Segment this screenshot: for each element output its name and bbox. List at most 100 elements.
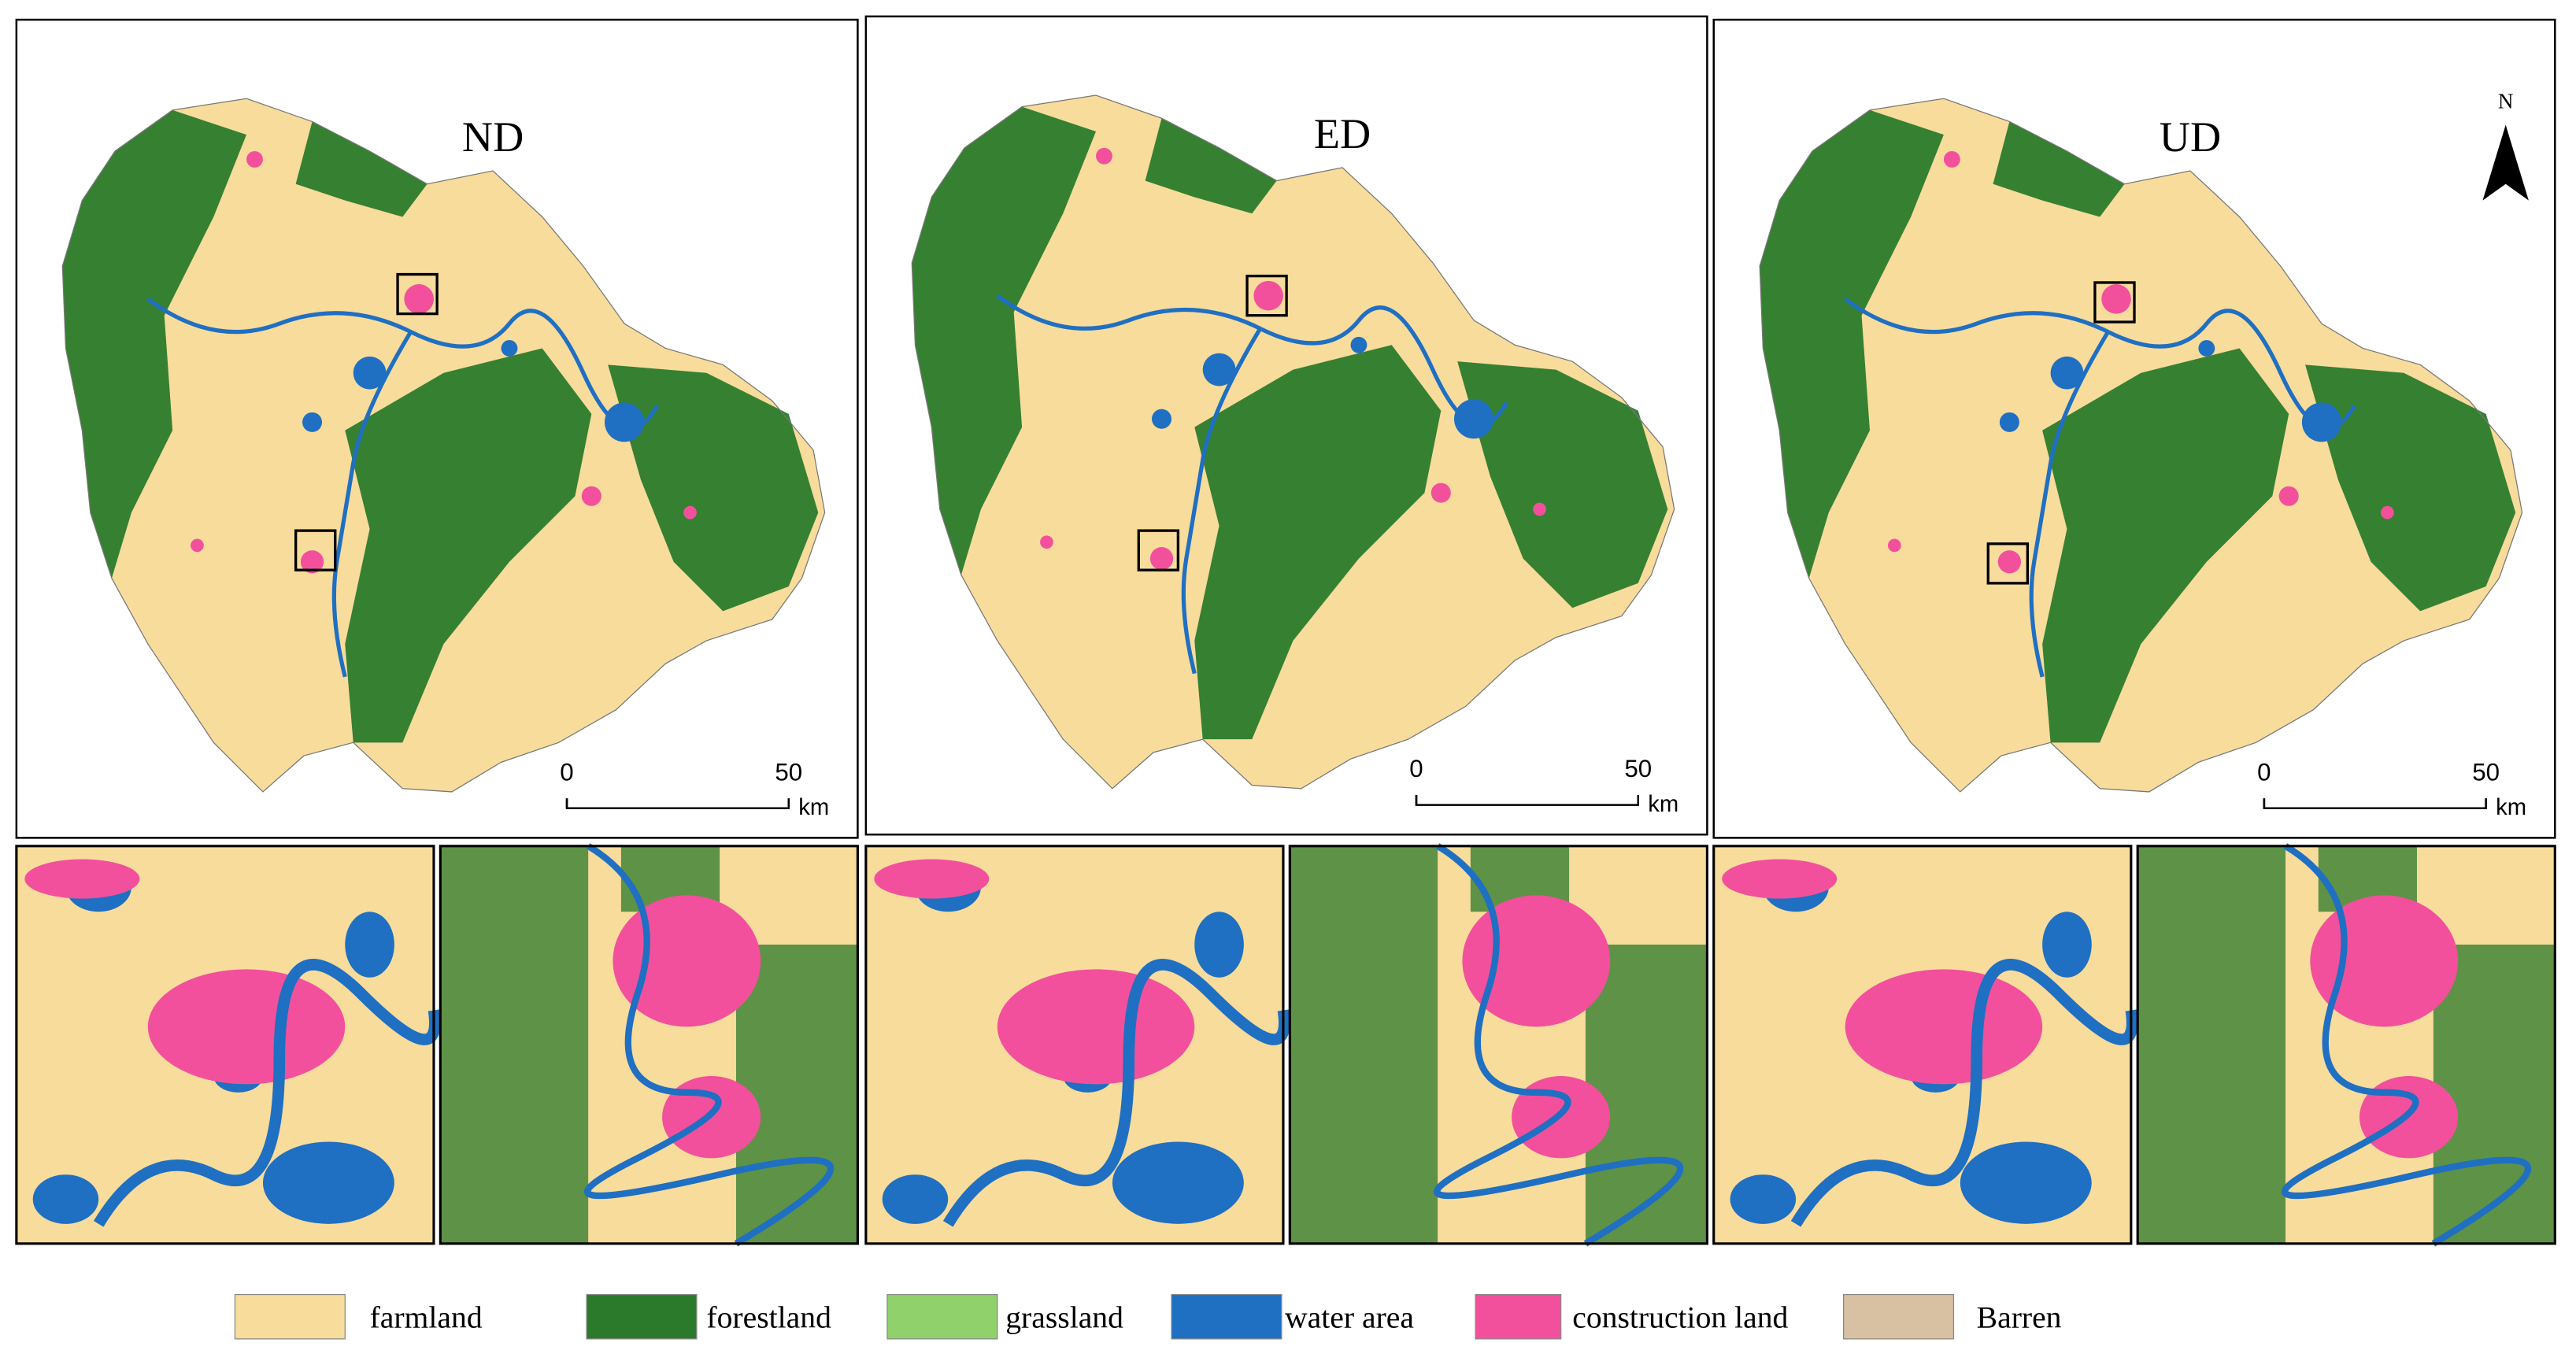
urban-area [1997, 550, 2022, 574]
region-forest [62, 109, 247, 579]
urban-area [300, 550, 324, 574]
inset-frame [439, 845, 859, 1245]
map-outline [911, 94, 1675, 790]
region-forest [608, 364, 819, 612]
panel-title: ND [462, 113, 524, 161]
urban-patch [613, 895, 761, 1027]
lake [1151, 409, 1172, 429]
urban-area [683, 505, 697, 520]
legend-label: farmland [370, 1300, 483, 1334]
north-label: N [2498, 90, 2514, 113]
scale-unit: km [1648, 792, 1678, 817]
region-forest [1993, 121, 2125, 217]
lake [353, 356, 387, 390]
urban-patch [1845, 969, 2043, 1085]
river [942, 959, 1290, 1227]
lake [1202, 353, 1236, 386]
lake [2198, 340, 2215, 357]
forest-patch [1290, 845, 1438, 1244]
water-patch [882, 1174, 949, 1224]
water-patch [32, 1174, 99, 1224]
urban-area [581, 486, 601, 506]
region-forest [1194, 345, 1442, 740]
urban-patch [147, 969, 346, 1085]
urban-area [1253, 280, 1283, 311]
inset-map [1288, 843, 1708, 1247]
water-patch [1960, 1141, 2092, 1224]
legend-label: water area [1285, 1300, 1414, 1334]
forest-patch [2137, 845, 2286, 1244]
region-forest [2305, 364, 2516, 612]
urban-area [191, 538, 204, 553]
scale-unit: km [2496, 795, 2526, 820]
zoom-box [1986, 542, 2030, 585]
river [1790, 959, 2138, 1227]
water-patch [262, 1141, 394, 1224]
forest-patch [2433, 945, 2556, 1244]
urban-area [1887, 538, 1901, 553]
legend-label: construction land [1572, 1300, 1788, 1334]
urban-area [404, 284, 434, 314]
region-forest [2042, 348, 2289, 743]
legend-label: forestland [706, 1300, 831, 1334]
legend-swatch [1475, 1293, 1562, 1340]
urban-patch [874, 859, 990, 899]
urban-patch [1722, 859, 1838, 899]
water-patch [1112, 1141, 1244, 1224]
panel-title: UD [2160, 113, 2221, 161]
inset-map [864, 845, 1290, 1245]
region-forest [345, 348, 592, 743]
scale-label: 0 [560, 758, 573, 786]
zoom-box [396, 272, 439, 316]
lake [501, 340, 518, 357]
lake [1999, 412, 2019, 432]
legend-swatch [586, 1293, 698, 1340]
legend-swatch [1171, 1293, 1282, 1340]
lake [605, 402, 645, 442]
inset-frame [2136, 845, 2556, 1245]
map-panel: UD 0 50 km N [1712, 18, 2556, 839]
zoom-box [1137, 529, 1180, 571]
inset-map [2136, 843, 2556, 1247]
urban-patch [1462, 895, 1611, 1027]
scale-label: 0 [2257, 758, 2271, 786]
urban-area [2278, 486, 2299, 506]
urban-area [1096, 147, 1112, 165]
water-patch [2042, 912, 2092, 978]
region-forest [1457, 361, 1668, 608]
legend-swatch [234, 1293, 346, 1340]
urban-area [2381, 505, 2394, 520]
river [996, 294, 1509, 675]
region-forest [295, 121, 427, 217]
water-patch [345, 912, 394, 978]
scale-label: 50 [2472, 758, 2500, 786]
forest-patch [1585, 945, 1708, 1244]
lake [302, 412, 323, 432]
lake [1453, 399, 1494, 439]
map-panel: ND 0 50 km [15, 18, 859, 839]
water-patch [1194, 912, 1244, 978]
river [584, 843, 835, 1247]
panel-title: ED [1314, 110, 1371, 157]
urban-area [1430, 483, 1451, 503]
inset-map [439, 843, 859, 1247]
scale-label: 0 [1409, 755, 1423, 782]
lake [2301, 402, 2341, 442]
river [146, 297, 660, 678]
urban-area [1943, 151, 1960, 168]
zoom-box [2093, 281, 2136, 324]
scale-unit: km [798, 795, 829, 820]
inset-map [15, 845, 441, 1245]
urban-patch [2310, 895, 2459, 1027]
urban-patch [24, 859, 140, 899]
urban-area [1040, 535, 1053, 549]
inset-frame [1288, 845, 1708, 1245]
river [1844, 297, 2356, 678]
north-arrow [2482, 124, 2529, 201]
urban-area [1533, 502, 1546, 516]
region-forest [912, 106, 1097, 575]
scale-label: 50 [775, 758, 802, 786]
